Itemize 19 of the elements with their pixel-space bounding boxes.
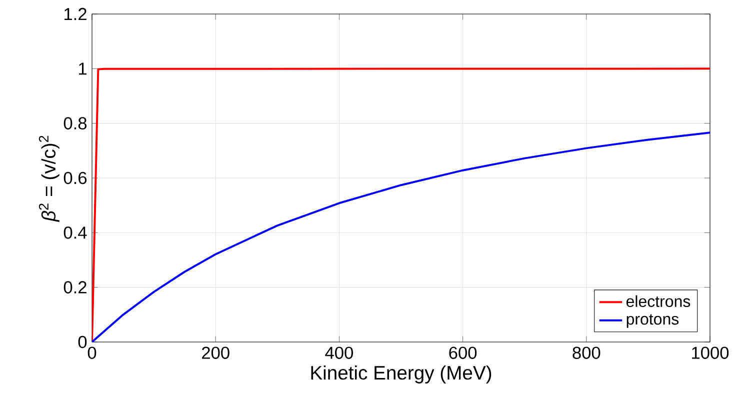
x-tick-label: 600 xyxy=(449,346,477,359)
y-tick-label: 1.2 xyxy=(64,8,86,20)
legend-label: protons xyxy=(626,314,679,328)
legend-label: electrons xyxy=(626,295,690,308)
x-tick-label: 800 xyxy=(572,346,600,359)
x-tick-label: 200 xyxy=(202,346,230,359)
x-axis-title: Kinetic Energy (MeV) xyxy=(311,365,492,384)
x-tick-label: 1000 xyxy=(692,346,729,359)
x-tick-label: 0 xyxy=(88,346,96,359)
y-tick-label: 0.2 xyxy=(64,281,86,294)
y-tick-label: 0.6 xyxy=(64,172,87,184)
y-tick-label: 1 xyxy=(78,62,86,75)
y-tick-label: 0.4 xyxy=(64,226,87,239)
y-tick-label: 0 xyxy=(78,336,87,348)
line-series xyxy=(92,68,710,342)
line-series xyxy=(92,132,710,342)
y-axis-title: β$^{2}$ = (v/c)$^{2}$ xyxy=(38,136,60,222)
y-tick-label: 0.8 xyxy=(64,117,87,130)
x-tick-label: 400 xyxy=(325,346,353,359)
